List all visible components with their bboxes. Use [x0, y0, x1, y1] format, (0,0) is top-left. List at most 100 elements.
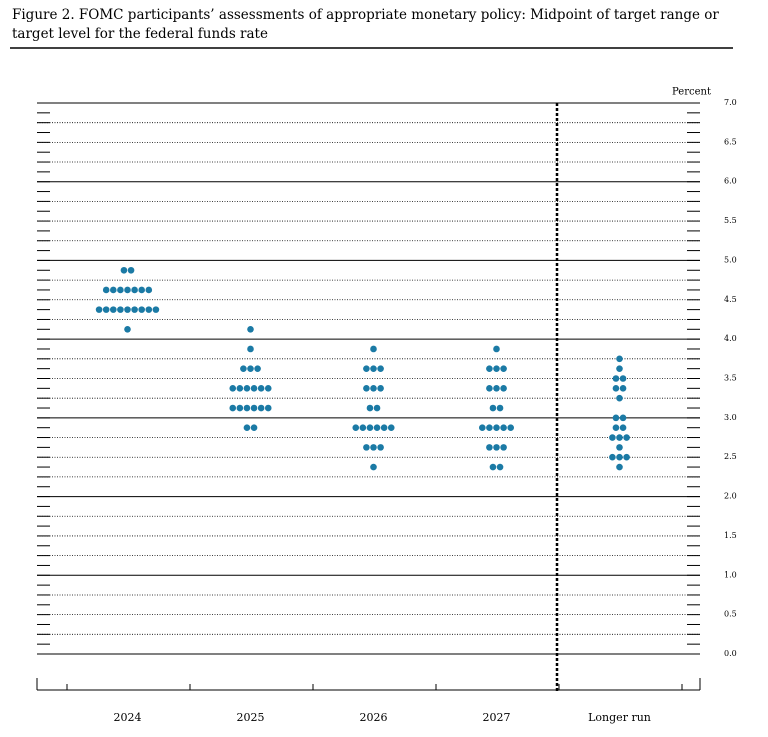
y-tick-label: 7.0 — [724, 98, 737, 107]
dot — [264, 385, 272, 392]
y-tick-label: 3.5 — [724, 374, 737, 383]
y-tick-label: 5.0 — [724, 255, 737, 264]
dot — [117, 306, 124, 313]
dot — [493, 365, 500, 372]
x-tick-label: 2027 — [483, 711, 511, 724]
dot — [380, 424, 388, 431]
dot — [489, 404, 497, 412]
dot — [493, 345, 500, 353]
dot — [623, 453, 630, 461]
y-tick-label: 1.0 — [724, 570, 737, 579]
dot — [373, 424, 381, 431]
dot — [616, 453, 623, 461]
dot — [359, 424, 367, 431]
dot — [619, 424, 627, 431]
dot — [229, 385, 237, 392]
x-tick-label: 2024 — [114, 711, 142, 724]
y-tick-label: 1.5 — [724, 531, 737, 540]
dot — [138, 286, 145, 294]
dot — [616, 394, 623, 402]
dot — [500, 365, 507, 372]
y-tick-label: 0.0 — [724, 649, 737, 658]
dot — [496, 463, 504, 471]
dot — [612, 375, 620, 382]
dot — [619, 414, 627, 422]
y-tick-label: 4.0 — [724, 334, 737, 343]
dot — [110, 306, 117, 313]
dot — [493, 424, 500, 431]
dot — [500, 424, 507, 431]
x-tick-label: 2025 — [237, 711, 265, 724]
dot — [373, 404, 381, 412]
dot — [264, 404, 272, 412]
dot — [616, 434, 623, 441]
dot — [127, 266, 135, 274]
dot — [500, 444, 507, 451]
dot — [152, 306, 160, 313]
dot — [363, 385, 370, 392]
dot — [616, 444, 623, 451]
dot — [377, 385, 384, 392]
y-tick-label: 3.0 — [724, 413, 737, 422]
y-tick-label: 4.5 — [724, 295, 737, 304]
dot — [240, 365, 247, 372]
dot — [486, 385, 493, 392]
dot — [609, 434, 616, 441]
dot — [370, 463, 377, 471]
dot — [363, 365, 370, 372]
dot — [247, 326, 254, 333]
dot — [250, 424, 258, 431]
dot — [486, 444, 493, 451]
dot — [486, 424, 493, 431]
dot — [247, 365, 254, 372]
dot — [236, 404, 244, 412]
dot — [500, 385, 507, 392]
dot — [257, 385, 265, 392]
dot — [616, 355, 623, 363]
dot — [493, 385, 500, 392]
x-tick-label: 2026 — [360, 711, 388, 724]
dot — [243, 404, 251, 412]
chart-title: Figure 2. FOMC participants’ assessments… — [12, 7, 719, 42]
dot — [145, 286, 153, 294]
y-tick-label: 2.5 — [724, 452, 737, 461]
y-tick-label: 6.5 — [724, 137, 737, 146]
dot — [229, 404, 237, 412]
dot — [612, 414, 620, 422]
y-tick-label: 5.5 — [724, 216, 737, 225]
dot — [366, 424, 374, 431]
dot — [257, 404, 265, 412]
dot — [366, 404, 374, 412]
dot — [247, 345, 254, 353]
dot — [486, 365, 493, 372]
y-axis-label: Percent — [672, 87, 711, 98]
dot — [138, 306, 145, 313]
dot — [370, 365, 377, 372]
dot — [612, 385, 620, 392]
dot — [352, 424, 360, 431]
dot — [117, 286, 124, 294]
dot — [609, 453, 616, 461]
dot — [616, 365, 623, 372]
dot — [131, 286, 138, 294]
x-tick-label: Longer run — [588, 711, 651, 724]
dot — [619, 385, 627, 392]
dot — [387, 424, 395, 431]
dot — [102, 286, 110, 294]
dot — [377, 444, 384, 451]
dot — [493, 444, 500, 451]
dot — [496, 404, 504, 412]
y-tick-label: 2.0 — [724, 492, 737, 501]
dot — [623, 434, 630, 441]
y-tick-label: 0.5 — [724, 610, 737, 619]
dot — [612, 424, 620, 431]
dot — [131, 306, 138, 313]
dot — [254, 365, 261, 372]
dot — [110, 286, 117, 294]
dot — [243, 424, 251, 431]
dot — [145, 306, 153, 313]
dot — [124, 326, 131, 333]
dot — [489, 463, 497, 471]
dot — [102, 306, 110, 313]
